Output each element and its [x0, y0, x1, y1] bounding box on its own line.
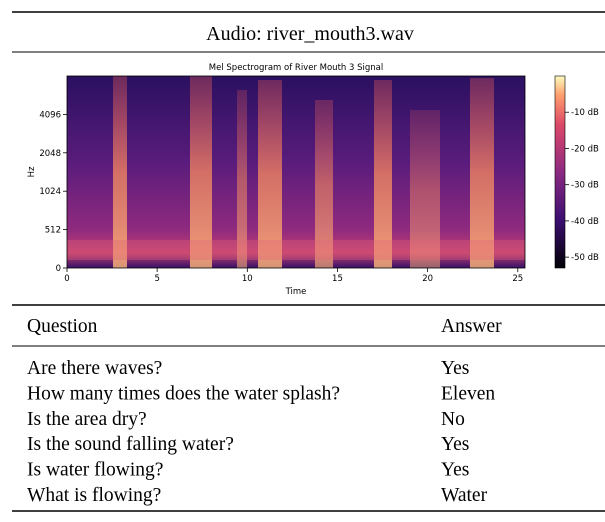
- answer: Eleven: [441, 383, 495, 404]
- answer: Yes: [441, 434, 469, 455]
- plot-title: Mel Spectrogram of River Mouth 3 Signal: [209, 63, 383, 73]
- texture: [67, 240, 525, 260]
- x-tick-label: 5: [154, 274, 159, 284]
- colorbar-tick-label: -20 dB: [571, 144, 599, 154]
- x-axis-label: Time: [285, 287, 307, 297]
- texture: [190, 76, 212, 268]
- answer: Yes: [441, 358, 469, 379]
- x-tick-label: 10: [242, 274, 253, 284]
- colorbar-tick-label: -10 dB: [571, 108, 599, 118]
- y-tick-label: 512: [45, 226, 61, 236]
- colorbar-tick-label: -30 dB: [571, 181, 599, 191]
- y-tick-label: 4096: [39, 110, 61, 120]
- answer: No: [441, 409, 465, 430]
- y-tick-label: 0: [56, 264, 61, 274]
- question: Is water flowing?: [27, 460, 163, 481]
- texture: [374, 80, 392, 268]
- question: How many times does the water splash?: [27, 383, 340, 404]
- page: Audio: river_mouth3.wav Mel Spectrogram …: [0, 0, 605, 522]
- column-header: Question: [27, 316, 98, 337]
- x-tick-label: 15: [332, 274, 343, 284]
- texture: [258, 80, 282, 268]
- y-tick-label: 2048: [39, 149, 61, 159]
- spectrogram: [67, 76, 525, 268]
- question: Is the sound falling water?: [27, 434, 234, 455]
- audio-title: Audio: river_mouth3.wav: [206, 23, 414, 45]
- spectrogram-image: [67, 76, 525, 268]
- question: Is the area dry?: [27, 409, 147, 430]
- texture: [470, 78, 494, 268]
- colorbar: [555, 76, 565, 268]
- x-tick-label: 25: [512, 274, 523, 284]
- answer: Yes: [441, 460, 469, 481]
- question: What is flowing?: [27, 485, 161, 506]
- column-header: Answer: [441, 316, 502, 337]
- y-tick-label: 1024: [39, 187, 61, 197]
- x-tick-label: 20: [422, 274, 433, 284]
- texture: [113, 76, 127, 268]
- y-axis-label: Hz: [27, 166, 37, 177]
- colorbar-tick-label: -50 dB: [571, 253, 599, 263]
- answer: Water: [441, 485, 488, 506]
- x-tick-label: 0: [64, 274, 69, 284]
- question: Are there waves?: [27, 358, 162, 379]
- colorbar-tick-label: -40 dB: [571, 217, 599, 227]
